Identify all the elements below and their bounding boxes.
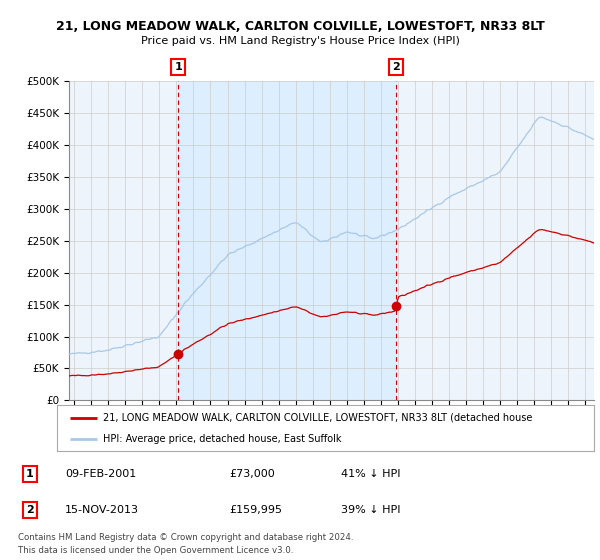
Text: 1: 1 <box>26 469 34 479</box>
Text: 21, LONG MEADOW WALK, CARLTON COLVILLE, LOWESTOFT, NR33 8LT: 21, LONG MEADOW WALK, CARLTON COLVILLE, … <box>56 20 544 32</box>
Text: 2: 2 <box>26 505 34 515</box>
Text: HPI: Average price, detached house, East Suffolk: HPI: Average price, detached house, East… <box>103 435 341 444</box>
Text: 39% ↓ HPI: 39% ↓ HPI <box>341 505 401 515</box>
Text: 21, LONG MEADOW WALK, CARLTON COLVILLE, LOWESTOFT, NR33 8LT (detached house: 21, LONG MEADOW WALK, CARLTON COLVILLE, … <box>103 413 532 423</box>
Text: 15-NOV-2013: 15-NOV-2013 <box>65 505 139 515</box>
Text: 09-FEB-2001: 09-FEB-2001 <box>65 469 136 479</box>
Bar <box>178 81 396 400</box>
Text: £73,000: £73,000 <box>229 469 275 479</box>
Text: 41% ↓ HPI: 41% ↓ HPI <box>341 469 401 479</box>
Text: Price paid vs. HM Land Registry's House Price Index (HPI): Price paid vs. HM Land Registry's House … <box>140 36 460 46</box>
Text: £159,995: £159,995 <box>229 505 283 515</box>
Text: Contains HM Land Registry data © Crown copyright and database right 2024.: Contains HM Land Registry data © Crown c… <box>18 533 353 542</box>
Text: 2: 2 <box>392 62 400 72</box>
Text: This data is licensed under the Open Government Licence v3.0.: This data is licensed under the Open Gov… <box>18 546 293 555</box>
Text: 1: 1 <box>174 62 182 72</box>
